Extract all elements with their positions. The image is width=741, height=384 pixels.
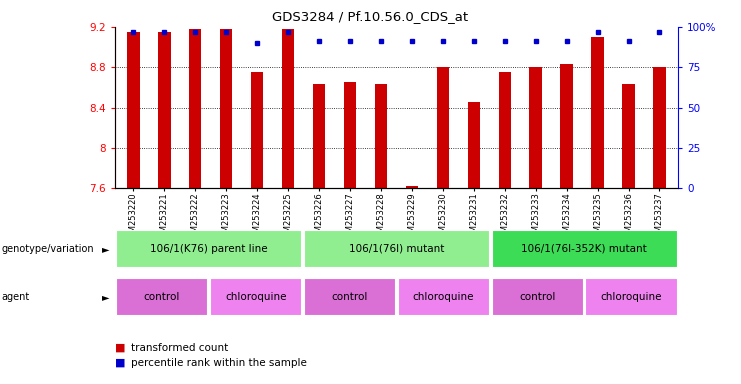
Bar (210, 278, 302, 315)
Bar (251, 72, 263, 188)
Bar (591, 37, 604, 188)
Bar (585, 278, 677, 315)
Bar (116, 278, 207, 315)
Text: ►: ► (102, 243, 110, 254)
Bar (398, 278, 489, 315)
Text: 106/1(76I) mutant: 106/1(76I) mutant (349, 243, 444, 254)
Text: chloroquine: chloroquine (600, 291, 662, 302)
Bar (406, 186, 418, 188)
Bar (560, 64, 573, 188)
Text: 106/1(K76) parent line: 106/1(K76) parent line (150, 243, 268, 254)
Text: transformed count: transformed count (131, 343, 228, 353)
Bar (622, 84, 635, 188)
Bar (189, 29, 202, 188)
Bar (654, 67, 665, 188)
Bar (304, 230, 489, 267)
Text: GDS3284 / Pf.10.56.0_CDS_at: GDS3284 / Pf.10.56.0_CDS_at (273, 10, 468, 23)
Bar (344, 82, 356, 188)
Text: control: control (144, 291, 180, 302)
Bar (491, 278, 583, 315)
Bar (499, 72, 511, 188)
Bar (491, 230, 677, 267)
Bar (116, 230, 302, 267)
Bar (127, 32, 139, 188)
Text: percentile rank within the sample: percentile rank within the sample (131, 358, 307, 368)
Text: control: control (519, 291, 556, 302)
Text: genotype/variation: genotype/variation (1, 243, 94, 254)
Text: 106/1(76I-352K) mutant: 106/1(76I-352K) mutant (521, 243, 647, 254)
Text: ■: ■ (115, 343, 125, 353)
Bar (282, 29, 294, 188)
Bar (220, 29, 233, 188)
Bar (468, 103, 480, 188)
Bar (436, 67, 449, 188)
Text: ►: ► (102, 291, 110, 302)
Text: ■: ■ (115, 358, 125, 368)
Bar (158, 32, 170, 188)
Bar (530, 67, 542, 188)
Bar (375, 84, 387, 188)
Bar (304, 278, 395, 315)
Text: control: control (331, 291, 368, 302)
Text: chloroquine: chloroquine (413, 291, 474, 302)
Text: chloroquine: chloroquine (225, 291, 286, 302)
Bar (313, 84, 325, 188)
Text: agent: agent (1, 291, 30, 302)
